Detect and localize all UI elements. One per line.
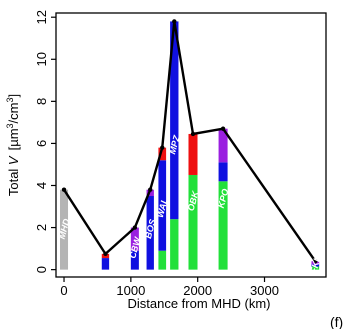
line-point [172, 19, 177, 24]
line-point [190, 131, 196, 137]
y-tick-label: 12 [34, 10, 49, 24]
y-tick-label: 0 [34, 266, 49, 273]
bar-label-mpz: MPZ [167, 134, 182, 155]
bar-segment-wal-red [158, 147, 167, 161]
bar-segment-kpo-purple [218, 128, 228, 163]
bar-label-wal: WAL [155, 197, 170, 219]
bar-segment-bos-blue [146, 196, 154, 270]
y-tick-label: 10 [34, 52, 49, 66]
bar-segment-mpz-blue [170, 21, 179, 220]
line-point [160, 145, 165, 150]
y-axis-label: Total V[µm3/cm3] [5, 94, 21, 196]
line-point [132, 225, 138, 230]
bar-segment-wal-green [158, 250, 167, 270]
x-tick-label: 0 [60, 283, 67, 298]
connecting-line-layer [61, 19, 318, 264]
y-tick-label: 8 [34, 98, 49, 105]
line-point [103, 251, 108, 257]
bar-segment-cbw-purple [130, 227, 139, 251]
x-tick-label: 1000 [116, 283, 145, 298]
bar-segment-wal-blue [158, 160, 167, 251]
bar-segment-obk-green [188, 174, 198, 270]
bars-layer [60, 21, 320, 270]
bar-label-mhd: MHD [57, 217, 72, 240]
x-tick-label: 3000 [250, 283, 279, 298]
bar-label-bos: BOS [143, 218, 158, 239]
line-point [220, 126, 226, 131]
axes-layer: 0 1000 2000 3000 0 2 4 6 8 10 12 [34, 10, 279, 298]
bar-segment-fkl-blue [311, 264, 320, 267]
bar-segment-kpo-blue [218, 162, 228, 182]
y-tick-label: 4 [34, 182, 49, 189]
bar-segment-obk-red [188, 133, 198, 175]
y-tick-label: 2 [34, 224, 49, 231]
bar-segment-kpo-green [218, 181, 228, 270]
plot-frame [55, 12, 327, 278]
bar-segment-mpz-green [170, 219, 179, 270]
bar-label-fkl: FKL [308, 255, 322, 274]
line-point [148, 187, 153, 192]
x-axis-label: Distance from MHD (km) [127, 296, 270, 311]
bar-label-kpo: KPO [216, 188, 231, 209]
y-tick-label: 6 [34, 140, 49, 147]
panel-label: (f) [330, 314, 343, 329]
bar-segment-cbw-blue [130, 250, 139, 270]
x-tick-label: 2000 [183, 283, 212, 298]
bar-segment-station1-blue [101, 258, 110, 270]
bar-segment-fkl-green [311, 266, 320, 270]
bar-segment-mhd-grey [60, 189, 69, 270]
bar-label-cbw: CBW [127, 235, 143, 260]
bar-label-obk: OBK [186, 189, 201, 212]
line-point [61, 187, 67, 192]
line-point [313, 259, 318, 264]
